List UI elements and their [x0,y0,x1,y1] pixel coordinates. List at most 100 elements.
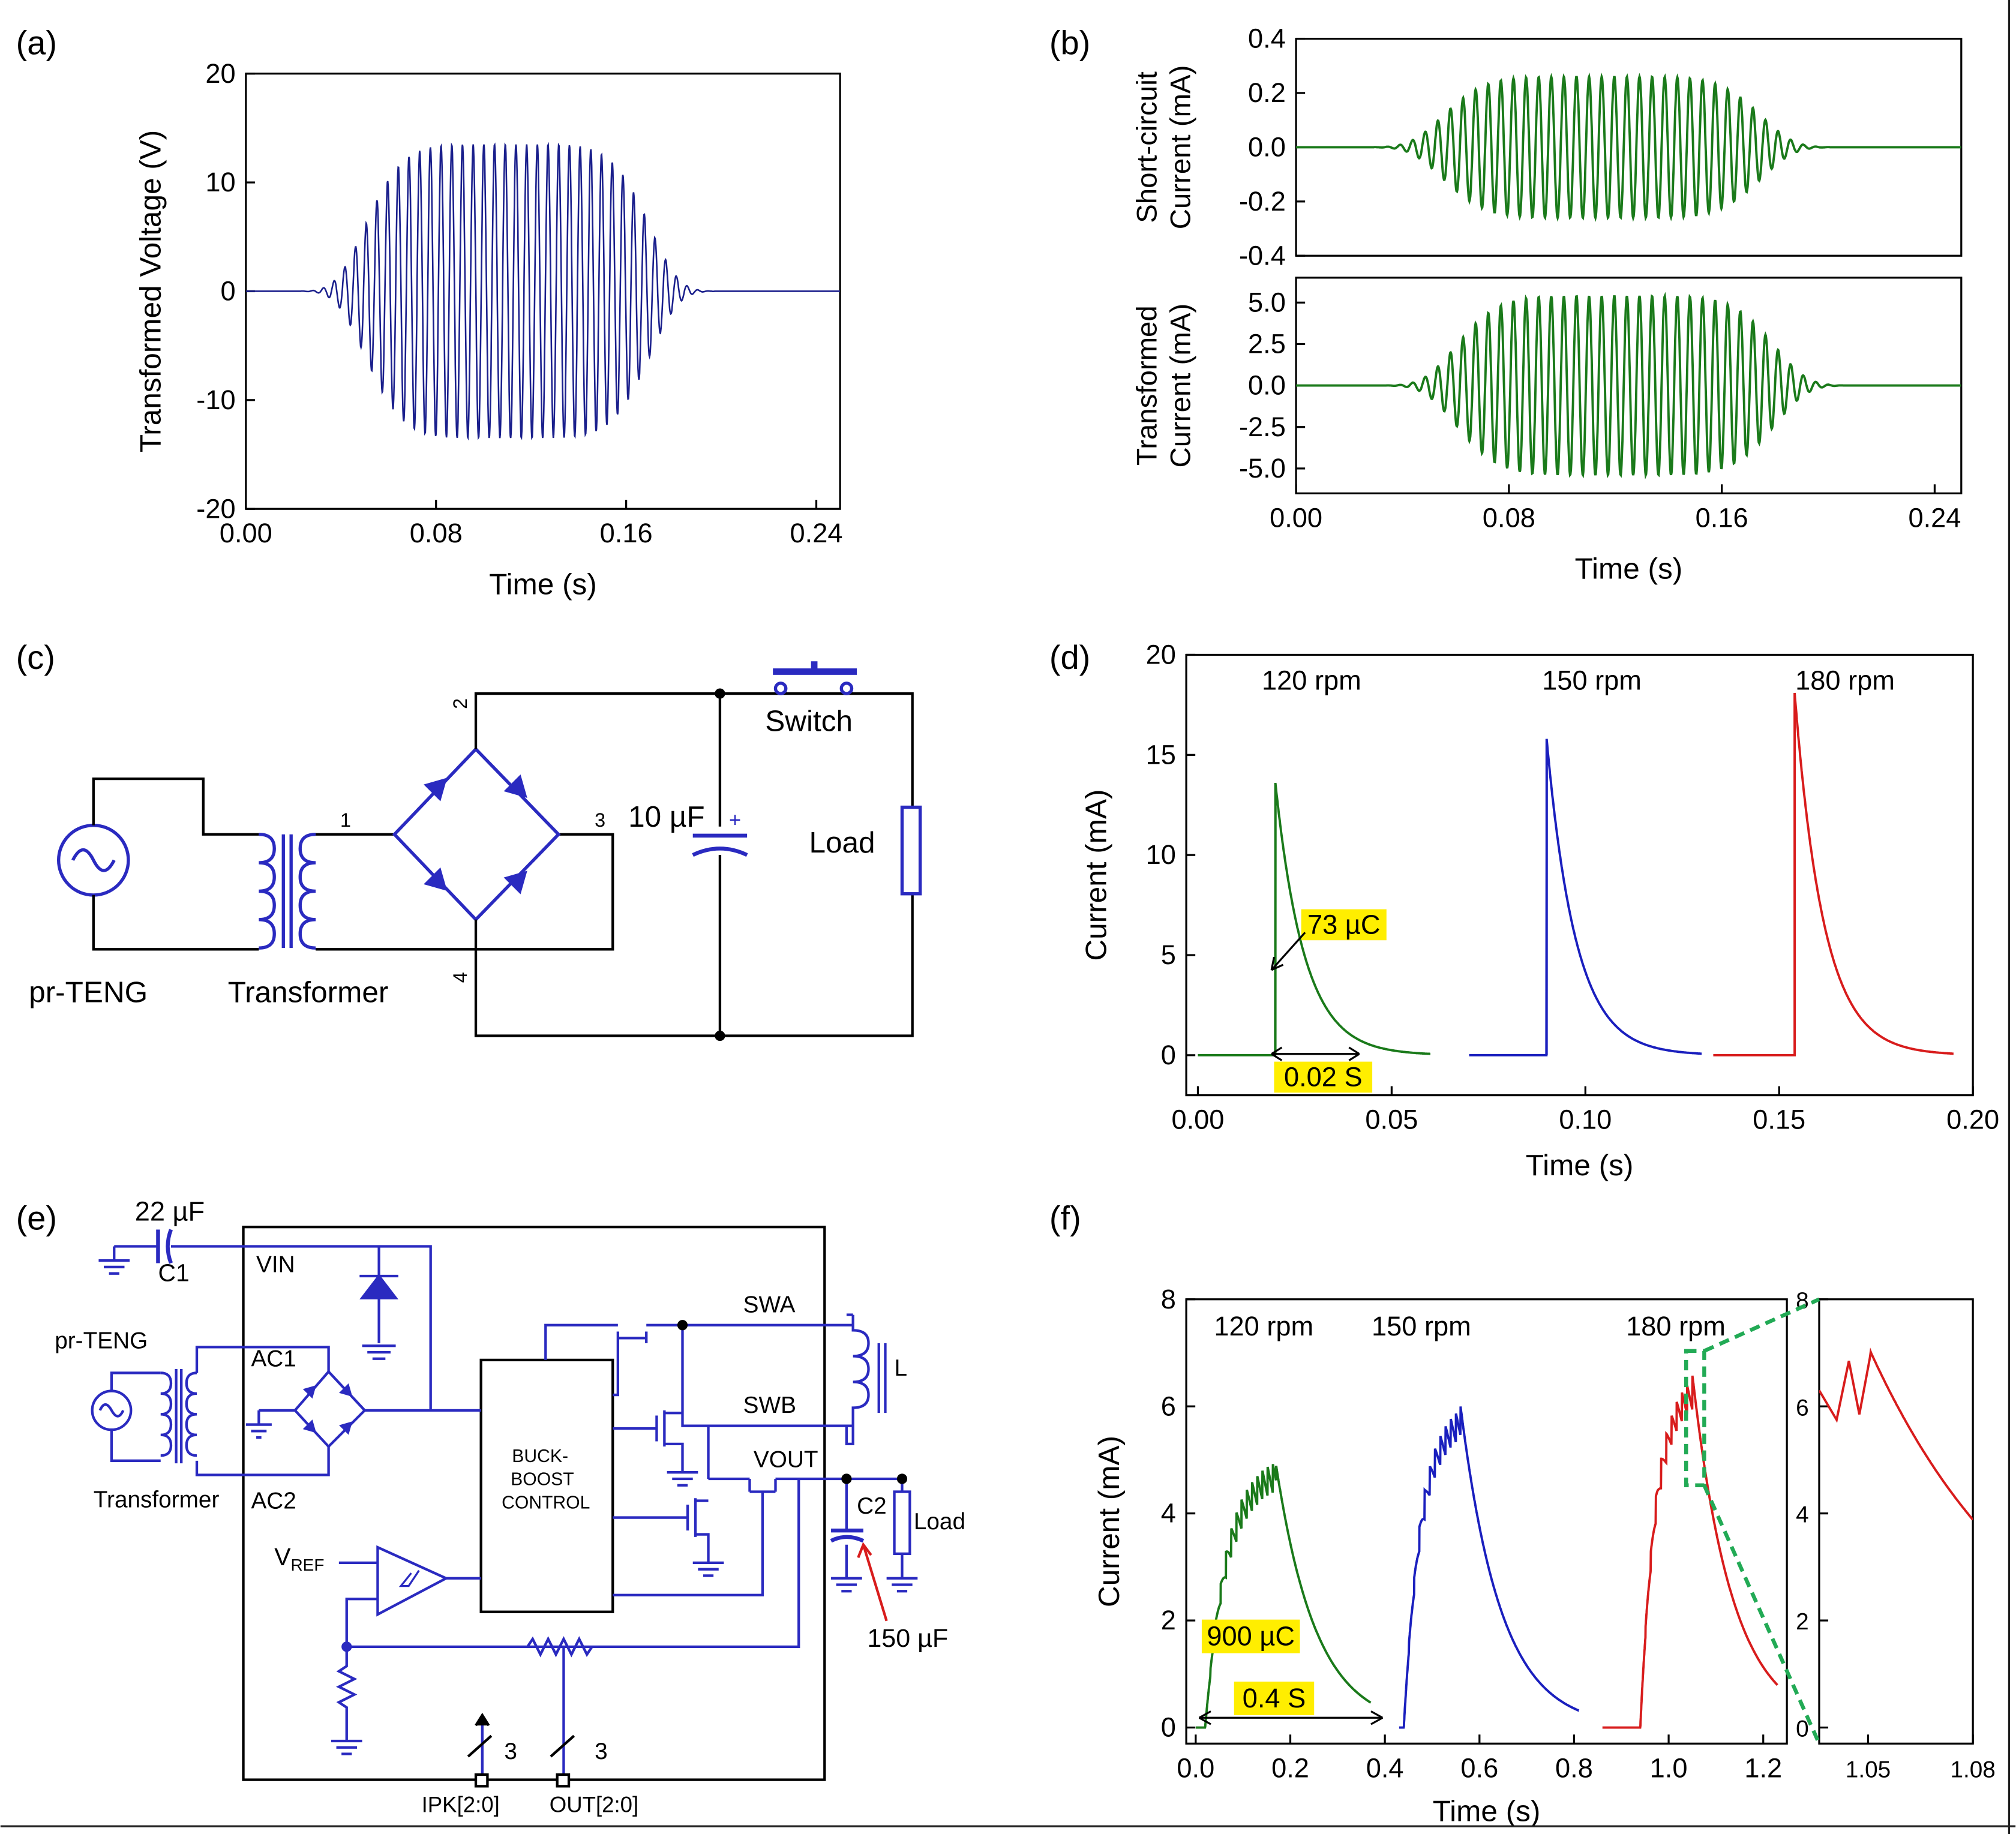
zoom-line-top [1703,1297,1820,1353]
x-tick-label: 0.08 [410,518,463,548]
x-tick-label: 1.05 [1846,1757,1891,1782]
circuit-e-out-label: OUT[2:0] [550,1792,638,1817]
ground-icon [98,1246,130,1275]
mosfet-icon-3 [613,1478,777,1596]
circuit-c-source-label: pr-TENG [29,976,148,1009]
y-tick-label: 0.0 [1248,370,1286,401]
y-tick-label: 2 [1796,1609,1809,1635]
ground-icon [692,1561,724,1577]
annotation-duration: 0.4 S [1243,1683,1306,1713]
zoom-line-bottom [1702,1484,1821,1745]
circuit-e-control-line2: BOOST [511,1470,574,1490]
series-line-transformed-current [1296,292,1961,480]
annotation-duration: 0.02 S [1284,1062,1363,1092]
y-tick-label: 0 [1161,1712,1176,1743]
y-tick-label: 4 [1796,1502,1809,1528]
plot-frame [1818,1298,1974,1745]
panel-label-a: (a) [16,23,57,61]
ground-icon [245,1410,272,1439]
annotation-charge: 900 µC [1207,1621,1295,1652]
transformer-icon [160,1368,197,1464]
series-line-short-circuit-current [1296,72,1961,222]
circuit-c-node-3: 3 [595,809,605,831]
circuit-e-c1-label: C1 [158,1259,189,1287]
y-axis-label-line2: Current (mA) [1165,304,1197,468]
circuit-e-control-line3: CONTROL [502,1493,590,1512]
chart-b-bottom: -5.0 -2.5 0.0 2.5 5.0 0.00 0.08 0.16 0.24 Time (s… [1132,277,1963,585]
series-line-180-rpm-zoom [1819,1347,1973,1521]
y-tick-label: 6 [1796,1395,1809,1421]
x-tick-label: 0.24 [1908,502,1961,533]
panel-label-e: (e) [16,1199,57,1236]
ground-icon [667,1471,698,1487]
circuit-e-transformer-label: Transformer [94,1487,220,1512]
circuit-e [91,1226,918,1788]
x-tick-label: 0.16 [600,518,653,548]
x-axis-label: Time (s) [489,568,597,601]
y-tick-label: 0.2 [1248,77,1286,108]
series-label-0: 120 rpm [1262,665,1361,696]
annotation-duration-arrow [1271,1046,1360,1061]
y-axis-label: Current (mA) [1080,790,1113,961]
x-tick-label: 0.6 [1460,1752,1498,1783]
series-label-1: 150 rpm [1542,665,1642,696]
y-tick-label: 10 [205,167,235,197]
plot-frame [1185,653,1974,1097]
inductor-icon [845,1313,887,1446]
y-tick-label: -10 [196,385,235,415]
capacitor-icon [692,833,748,857]
series-line-voltage [245,142,841,441]
x-tick-label: 0.10 [1559,1104,1612,1135]
y-tick-label: 0 [1796,1716,1809,1742]
annotation-arrow [1270,932,1306,971]
series-line-120-rpm [1195,1464,1372,1729]
series-label-0: 120 rpm [1214,1311,1313,1341]
x-axis-label: Time (s) [1433,1794,1541,1827]
ac-wave-icon [71,848,116,872]
circuit-c-transformer-label: Transformer [228,976,389,1009]
series-line-180-rpm [1713,692,1954,1056]
load-resistor-icon [893,1490,911,1555]
y-tick-label: 0.4 [1248,23,1286,54]
circuit-c-node-4: 4 [449,972,471,983]
circuit-e-source-label: pr-TENG [55,1328,148,1354]
zoom-box [1684,1349,1706,1487]
x-tick-label: 0.24 [790,518,843,548]
dc-wires [474,692,914,1037]
series-label-1: 150 rpm [1372,1311,1471,1341]
mosfet-icon-1 [613,1331,648,1397]
chart-a: -20 -10 0 10 20 0.00 0.08 0.16 0.24 Time (s) Trans… [134,58,843,601]
x-axis-label: Time (s) [1526,1149,1634,1182]
circuit-c [56,661,922,1041]
x-tick-label: 0.00 [220,518,272,548]
x-axis-label: Time (s) [1575,552,1683,585]
circuit-c-node-2: 2 [449,698,471,709]
ground-icon [362,1344,396,1360]
y-axis-label: Current (mA) [1093,1436,1126,1607]
bridge-rectifier-icon [392,746,561,922]
secondary-wires [316,833,614,951]
resistor-icon-1 [336,1646,358,1741]
y-tick-label: -0.2 [1239,186,1286,217]
load-resistor-icon [900,805,922,896]
x-tick-label: 0.05 [1365,1104,1418,1135]
y-tick-label: 2 [1161,1605,1176,1635]
circuit-e-control-line1: BUCK- [512,1446,568,1466]
circuit-e-vin-label: VIN [256,1252,295,1278]
series-label-2: 180 rpm [1795,665,1895,696]
x-tick-label: 0.8 [1555,1752,1593,1783]
comparator-icon [376,1545,449,1617]
ground-icon [331,1739,362,1755]
x-tick-label: 0.08 [1483,502,1535,533]
circuit-e-inductor-label: L [895,1355,908,1381]
x-tick-label: 1.0 [1650,1752,1688,1783]
x-tick-label: 1.2 [1744,1752,1782,1783]
resistor-icon-2 [526,1636,593,1658]
y-tick-label: -20 [196,493,235,524]
y-axis-label: Transformed Voltage (V) [134,130,167,452]
transformer-icon [259,833,316,950]
series-line-150-rpm [1399,1406,1580,1729]
chart-f-main: 0 2 4 6 8 0.0 0.2 0.4 0.6 0.8 1.0 1.2 Time (s) Curren… [1093,1284,1788,1827]
panel-label-d: (d) [1049,638,1090,676]
y-tick-label: -2.5 [1239,412,1286,442]
